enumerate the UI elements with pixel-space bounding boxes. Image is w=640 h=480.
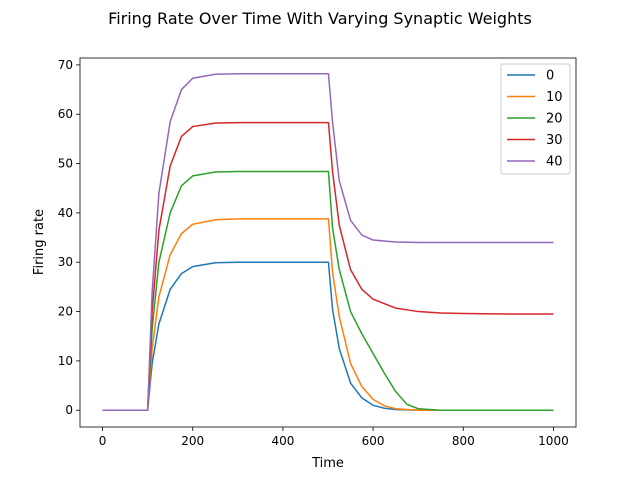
y-tick-label: 40	[58, 206, 73, 220]
series-lines	[102, 73, 554, 411]
x-tick-label: 200	[181, 434, 204, 448]
series-line-40	[102, 73, 554, 411]
y-axis-ticks: 0 10 20 30 40 50 60 70	[58, 58, 80, 417]
legend-label: 0	[546, 69, 554, 84]
y-tick-label: 0	[65, 403, 73, 417]
x-axis-ticks: 0 200 400 600 800 1000	[99, 427, 569, 448]
x-tick-label: 800	[452, 434, 475, 448]
y-tick-label: 70	[58, 58, 73, 72]
legend-label: 30	[546, 133, 563, 148]
x-tick-label: 0	[99, 434, 107, 448]
y-tick-label: 20	[58, 305, 73, 319]
y-tick-label: 50	[58, 157, 73, 171]
series-line-30	[102, 121, 554, 411]
x-tick-label: 1000	[538, 434, 569, 448]
legend-label: 40	[546, 155, 563, 170]
x-axis-label: Time	[311, 456, 344, 471]
series-line-20	[102, 170, 554, 411]
legend: 0 10 20 30 40	[500, 63, 571, 175]
x-tick-label: 400	[271, 434, 294, 448]
chart-title: Firing Rate Over Time With Varying Synap…	[108, 9, 532, 28]
series-line-0	[102, 261, 554, 411]
y-tick-label: 30	[58, 255, 73, 269]
series-line-10	[102, 218, 554, 411]
y-axis-label: Firing rate	[32, 209, 47, 275]
y-tick-label: 60	[58, 107, 73, 121]
legend-box	[500, 63, 571, 175]
x-tick-label: 600	[362, 434, 385, 448]
y-tick-label: 10	[58, 354, 73, 368]
plot-frame	[79, 57, 577, 428]
legend-label: 20	[546, 112, 563, 127]
legend-label: 10	[546, 90, 563, 105]
